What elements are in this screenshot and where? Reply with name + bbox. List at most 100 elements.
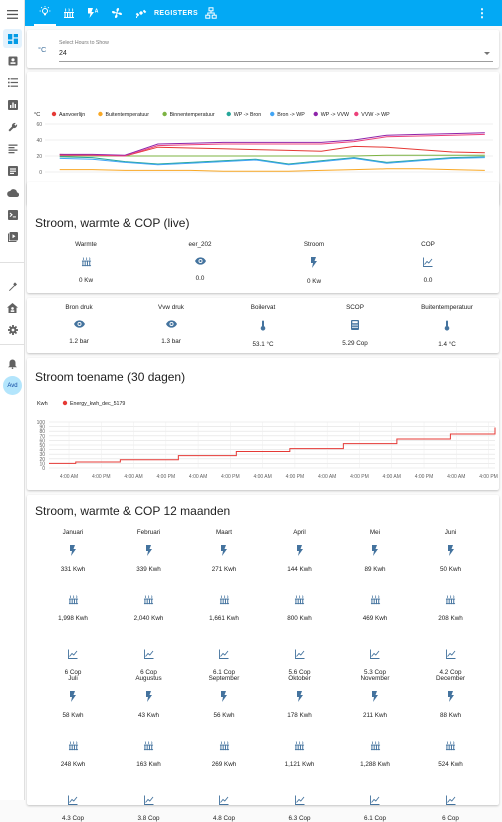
month-name: April xyxy=(293,529,306,536)
month-heat[interactable]: 163 Kwh xyxy=(119,741,179,768)
entity-eer-202[interactable]: eer_202 0.0 xyxy=(160,241,240,282)
energy-chart-card: Stroom toename (30 dagen) Kwh Energy_kwh_… xyxy=(27,358,499,490)
month-name: Augustus xyxy=(135,675,162,682)
live-card-title: Stroom, warmte & COP (live) xyxy=(35,216,190,230)
entity-stroom[interactable]: Stroom 0 Kw xyxy=(274,241,354,285)
month-cop[interactable]: 6 Cop xyxy=(421,795,481,822)
month-name[interactable]: Mei 89 Kwh xyxy=(345,529,405,573)
y-tick-label: 30 xyxy=(39,452,45,458)
tab-registers[interactable]: REGISTERS xyxy=(153,9,199,17)
month-cop[interactable]: 6.3 Cop xyxy=(270,795,330,822)
month-value: 144 Kwh xyxy=(287,566,312,573)
month-heat[interactable]: 469 Kwh xyxy=(345,595,405,622)
month-name[interactable]: November 211 Kwh xyxy=(345,675,405,719)
month-name: Juli xyxy=(68,675,78,682)
legend-marker xyxy=(270,111,275,117)
hours-select[interactable]: 24 xyxy=(59,49,493,62)
radiator-icon xyxy=(43,741,103,751)
month-name[interactable]: April 144 Kwh xyxy=(270,529,330,573)
wrench-icon[interactable] xyxy=(3,117,22,136)
cog-icon[interactable] xyxy=(3,320,22,339)
energy-card-title: Stroom toename (30 dagen) xyxy=(35,370,186,384)
month-name: Januari xyxy=(62,529,84,536)
legend-label: Energy_kwh_dec_5179 xyxy=(70,401,125,407)
month-name[interactable]: Februari 339 Kwh xyxy=(119,529,179,573)
month-name[interactable]: Juni 50 Kwh xyxy=(421,529,481,573)
tab-satellite[interactable] xyxy=(130,0,152,26)
month-value: 163 Kwh xyxy=(136,761,161,768)
month-name[interactable]: Augustus 43 Kwh xyxy=(119,675,179,719)
x-tick-label: 4:00 AM xyxy=(318,474,336,480)
month-cop[interactable]: 6.1 Cop xyxy=(194,649,254,676)
month-value: 524 Kwh xyxy=(438,761,463,768)
media-icon[interactable] xyxy=(3,227,22,246)
month-cop[interactable]: 6.1 Cop xyxy=(345,795,405,822)
month-heat[interactable]: 524 Kwh xyxy=(421,741,481,768)
bell-icon[interactable] xyxy=(3,354,22,373)
month-cop[interactable]: 4.2 Cop xyxy=(421,649,481,676)
tab-radiator[interactable] xyxy=(58,0,80,26)
month-heat[interactable]: 248 Kwh xyxy=(43,741,103,768)
tab-lightbulb[interactable] xyxy=(34,0,56,26)
month-name[interactable]: December 88 Kwh xyxy=(421,675,481,719)
month-value: 6.3 Cop xyxy=(288,815,311,822)
month-cop[interactable]: 4.3 Cop xyxy=(43,795,103,822)
tab-network[interactable] xyxy=(200,0,222,26)
flash-icon xyxy=(194,545,254,556)
tab-flash-auto[interactable]: A xyxy=(82,0,104,26)
month-value: 6 Cop xyxy=(64,669,82,676)
list-icon[interactable] xyxy=(3,73,22,92)
month-cop[interactable]: 5.6 Cop xyxy=(270,649,330,676)
flash-icon xyxy=(43,545,103,556)
hammer-icon[interactable] xyxy=(3,276,22,295)
x-tick-label: 4:00 PM xyxy=(221,474,240,480)
entity-cop[interactable]: COP 0.0 xyxy=(388,241,468,284)
entity-vvw-druk[interactable]: Vvw druk 1.3 bar xyxy=(126,304,216,345)
month-cop[interactable]: 6 Cop xyxy=(43,649,103,676)
month-name[interactable]: Juli 58 Kwh xyxy=(43,675,103,719)
terminal-icon[interactable] xyxy=(3,205,22,224)
month-heat[interactable]: 269 Kwh xyxy=(194,741,254,768)
more-menu-button[interactable]: ⋮ xyxy=(476,6,488,20)
menu-icon[interactable] xyxy=(3,5,22,24)
entity-boilervat[interactable]: Boilervat 53.1 °C xyxy=(218,304,308,348)
supervisor-icon[interactable] xyxy=(3,298,22,317)
month-heat[interactable]: 1,998 Kwh xyxy=(43,595,103,622)
form-icon[interactable] xyxy=(3,161,22,180)
dashboard-icon[interactable] xyxy=(3,29,22,48)
month-cop[interactable]: 4.8 Cop xyxy=(194,795,254,822)
series-line-aanvoerlijn xyxy=(59,145,485,157)
month-heat[interactable]: 1,288 Kwh xyxy=(345,741,405,768)
month-heat[interactable]: 800 Kwh xyxy=(270,595,330,622)
month-cop[interactable]: 6 Cop xyxy=(119,649,179,676)
tab-fan[interactable] xyxy=(106,0,128,26)
avatar[interactable]: Avd xyxy=(3,376,22,395)
month-name[interactable]: September 56 Kwh xyxy=(194,675,254,719)
month-cop[interactable]: 5.3 Cop xyxy=(345,649,405,676)
month-value: 331 Kwh xyxy=(60,566,86,573)
month-cop[interactable]: 3.8 Cop xyxy=(119,795,179,822)
entity-scop[interactable]: SCOP 5.29 Cop xyxy=(310,304,400,347)
month-heat[interactable]: 1,661 Kwh xyxy=(194,595,254,622)
month-heat[interactable]: 208 Kwh xyxy=(421,595,481,622)
thermometer-icon xyxy=(402,320,492,331)
badge-icon[interactable] xyxy=(3,51,22,70)
x-tick-label: 4:00 AM xyxy=(124,474,142,480)
month-heat[interactable]: 2,040 Kwh xyxy=(119,595,179,622)
month-name[interactable]: Januari 331 Kwh xyxy=(43,529,103,573)
chart-box-icon[interactable] xyxy=(3,95,22,114)
cloud-icon[interactable] xyxy=(3,183,22,202)
month-name[interactable]: Maart 271 Kwh xyxy=(194,529,254,573)
month-name[interactable]: Oktober 178 Kwh xyxy=(270,675,330,719)
entity-buitentemperatuur[interactable]: Buitentemperatuur 1.4 °C xyxy=(402,304,492,348)
month-value: 469 Kwh xyxy=(362,615,388,622)
logbook-icon[interactable] xyxy=(3,139,22,158)
month-name: Mei xyxy=(369,529,381,536)
x-tick-label: 4:00 AM xyxy=(60,474,78,480)
entity-bron-druk[interactable]: Bron druk 1.2 bar xyxy=(34,304,124,345)
month-heat[interactable]: 1,121 Kwh xyxy=(270,741,330,768)
entity-warmte[interactable]: Warmte 0 Kw xyxy=(46,241,126,284)
y-tick-label: 40 xyxy=(39,448,45,454)
flash-icon xyxy=(119,545,179,556)
series-line-binnentemperatuur xyxy=(59,154,485,157)
